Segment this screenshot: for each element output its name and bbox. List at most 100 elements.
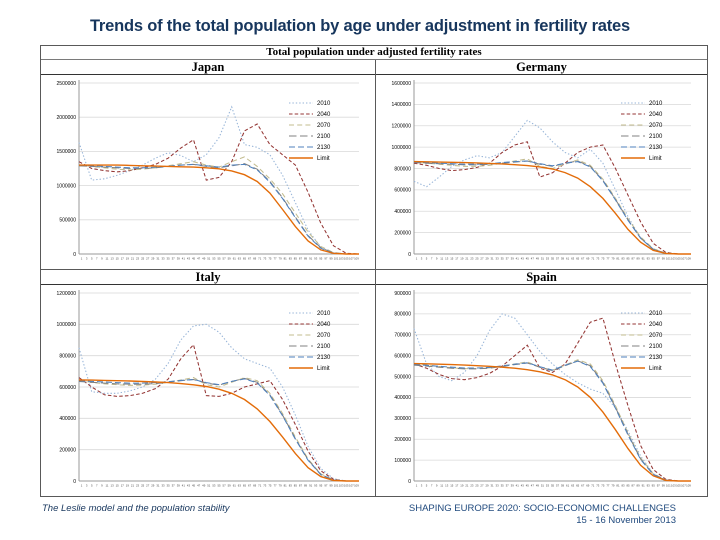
x-tick-label: 57: [556, 484, 560, 488]
series-line-2130: [78, 163, 359, 255]
x-tick-label: 99: [662, 257, 666, 261]
x-tick-label: 5: [91, 257, 93, 261]
x-tick-label: 7: [96, 257, 98, 261]
slide-title: Trends of the total population by age un…: [89, 17, 631, 35]
x-tick-label: 81: [616, 484, 620, 488]
x-tick-label: 31: [491, 484, 495, 488]
x-tick-label: 11: [106, 257, 109, 261]
y-tick-label: 0: [73, 479, 76, 485]
x-tick-label: 107: [349, 257, 354, 261]
x-tick-label: 45: [526, 257, 530, 261]
x-tick-label: 85: [294, 484, 298, 488]
chart-quadrant-spain: Spain 900000 800000 700000 600000 500000 4000…: [375, 269, 707, 496]
series-line-2070: [78, 156, 359, 255]
y-tick-label: 200000: [394, 437, 411, 443]
x-tick-label: 75: [268, 257, 272, 261]
chart-body-germany: 1600000 1400000 1200000 1000000 800000 600000…: [376, 75, 707, 269]
x-tick-label: 93: [647, 484, 651, 488]
x-tick-label: 17: [455, 257, 459, 261]
x-tick-label: 103: [671, 484, 676, 488]
x-tick-label: 13: [111, 484, 115, 488]
chart-grid: Japan 2500000 2000000 1500000 1000000 500000…: [41, 60, 707, 496]
y-tick-label: 600000: [394, 353, 411, 359]
y-tick-label: 300000: [394, 416, 411, 422]
x-tick-label: 11: [106, 484, 109, 488]
series-line-limit: [413, 160, 691, 255]
x-tick-label: 103: [339, 484, 344, 488]
x-tick-label: 55: [217, 257, 221, 261]
y-tick-label: 800000: [394, 312, 411, 318]
chart-body-japan: 2500000 2000000 1500000 1000000 500000 0 1 3 5 7 9…: [41, 75, 375, 269]
x-tick-label: 37: [506, 484, 510, 488]
x-tick-label: 63: [238, 484, 242, 488]
x-tick-label: 89: [637, 484, 641, 488]
x-tick-label: 25: [141, 484, 145, 488]
y-tick-label: 600000: [59, 385, 76, 391]
x-tick-label: 51: [541, 257, 545, 261]
x-tick-label: 5: [426, 484, 428, 488]
legend-label-2040: 2040: [317, 322, 331, 328]
y-tick-label: 900000: [394, 291, 411, 297]
x-tick-label: 75: [601, 257, 605, 261]
x-tick-label: 107: [681, 484, 686, 488]
x-tick-label: 57: [556, 257, 560, 261]
x-tick-label: 109: [354, 257, 359, 261]
x-tick-label: 27: [146, 484, 150, 488]
x-tick-label: 35: [167, 484, 171, 488]
x-tick-label: 27: [480, 484, 484, 488]
x-tick-label: 41: [516, 257, 520, 261]
x-tick-label: 105: [344, 257, 349, 261]
footer-left-caption: The Leslie model and the population stab…: [42, 503, 230, 514]
series-line-2010: [413, 313, 691, 482]
x-tick-label: 53: [212, 484, 216, 488]
x-tick-label: 57: [223, 484, 227, 488]
x-tick-label: 77: [273, 257, 277, 261]
legend-label-2010: 2010: [649, 101, 663, 107]
x-tick-label: 101: [334, 484, 339, 488]
x-tick-label: 67: [248, 257, 252, 261]
x-tick-label: 63: [571, 484, 575, 488]
x-tick-label: 79: [611, 257, 615, 261]
x-tick-label: 97: [324, 484, 328, 488]
chart-title-germany: Germany: [376, 60, 707, 75]
series-line-2100: [78, 377, 359, 482]
x-tick-label: 91: [309, 484, 313, 488]
y-tick-label: 0: [408, 479, 411, 485]
x-tick-label: 65: [243, 484, 247, 488]
x-tick-label: 97: [657, 257, 661, 261]
series-line-limit: [79, 164, 359, 255]
x-tick-label: 17: [121, 484, 125, 488]
x-tick-label: 19: [460, 484, 464, 488]
x-tick-label: 61: [566, 484, 570, 488]
x-tick-label: 101: [666, 257, 671, 261]
x-tick-label: 27: [480, 257, 484, 261]
x-tick-label: 39: [511, 257, 515, 261]
legend-label-2010: 2010: [317, 101, 331, 107]
x-tick-label: 3: [86, 484, 88, 488]
x-tick-label: 47: [197, 257, 201, 261]
chart-body-spain: 900000 800000 700000 600000 500000 400000 3000…: [376, 285, 707, 496]
x-tick-label: 81: [616, 257, 620, 261]
x-tick-label: 7: [96, 484, 98, 488]
chart-title-spain: Spain: [376, 270, 707, 285]
x-tick-label: 47: [197, 484, 201, 488]
x-tick-label: 15: [116, 257, 120, 261]
x-tick-label: 95: [652, 257, 656, 261]
x-tick-label: 99: [329, 257, 333, 261]
y-tick-label: 1600000: [392, 81, 412, 87]
x-tick-label: 31: [156, 484, 160, 488]
x-tick-label: 29: [151, 257, 155, 261]
x-tick-label: 93: [314, 257, 318, 261]
x-tick-label: 73: [263, 484, 267, 488]
y-tick-label: 600000: [394, 188, 411, 194]
series-line-2130: [413, 160, 691, 255]
legend-label-2100: 2100: [317, 134, 331, 140]
x-tick-label: 73: [596, 484, 600, 488]
x-tick-label: 33: [161, 484, 165, 488]
x-tick-label: 49: [202, 257, 206, 261]
x-tick-label: 97: [324, 257, 328, 261]
y-tick-label: 2500000: [57, 81, 77, 87]
y-tick-label: 200000: [59, 447, 76, 453]
footer-conference-title: SHAPING EUROPE 2020: SOCIO-ECONOMIC CHAL…: [408, 503, 676, 514]
